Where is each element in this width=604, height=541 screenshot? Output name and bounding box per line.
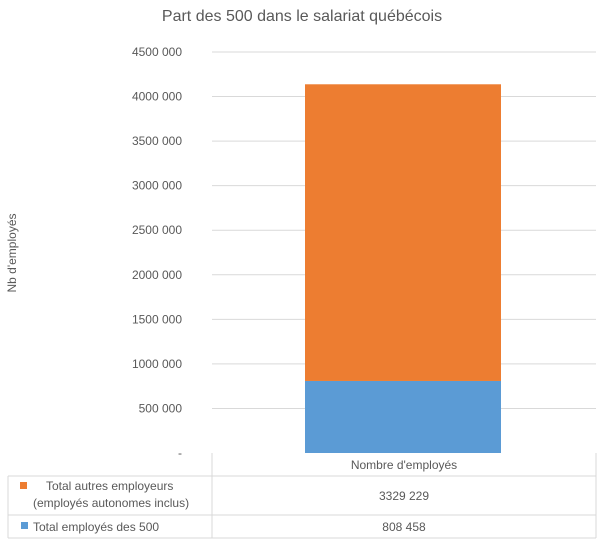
bar-segment-0: [305, 380, 501, 453]
y-tick-label: 3000 000: [132, 179, 182, 193]
y-tick-label: 4000 000: [132, 90, 182, 104]
data-label-other-employers: 3329 229: [379, 489, 429, 503]
y-tick-label: -: [178, 446, 182, 460]
y-tick-label: 1500 000: [132, 312, 182, 326]
y-tick-label: 1000 000: [132, 357, 182, 371]
y-tick-label: 4500 000: [132, 45, 182, 59]
legend-swatch-other-employers: [20, 482, 27, 489]
y-tick-label: 2000 000: [132, 268, 182, 282]
y-axis-title: Nb d'employés: [5, 214, 19, 293]
y-axis-ticks: - 500 000 1000 000 1500 000 2000 000 2500 000…: [132, 45, 182, 460]
legend-label-other-employers: (employés autonomes inclus): [33, 496, 189, 510]
y-tick-label: 3500 000: [132, 134, 182, 148]
data-table: Nombre d'employés Total autres employeurs…: [7, 453, 597, 539]
y-tick-label: 500 000: [139, 401, 183, 415]
legend-label-other-employers: Total autres employeurs: [46, 479, 173, 493]
legend-swatch-top-500: [21, 522, 28, 529]
chart-title: Part des 500 dans le salariat québécois: [162, 8, 442, 25]
x-category-label: Nombre d'employés: [351, 458, 457, 472]
legend-label-top-500: Total employés des 500: [33, 520, 159, 534]
bar-segment-1: [305, 84, 501, 381]
data-label-top-500: 808 458: [382, 520, 426, 534]
bar-series: [305, 84, 501, 453]
y-tick-label: 2500 000: [132, 223, 182, 237]
